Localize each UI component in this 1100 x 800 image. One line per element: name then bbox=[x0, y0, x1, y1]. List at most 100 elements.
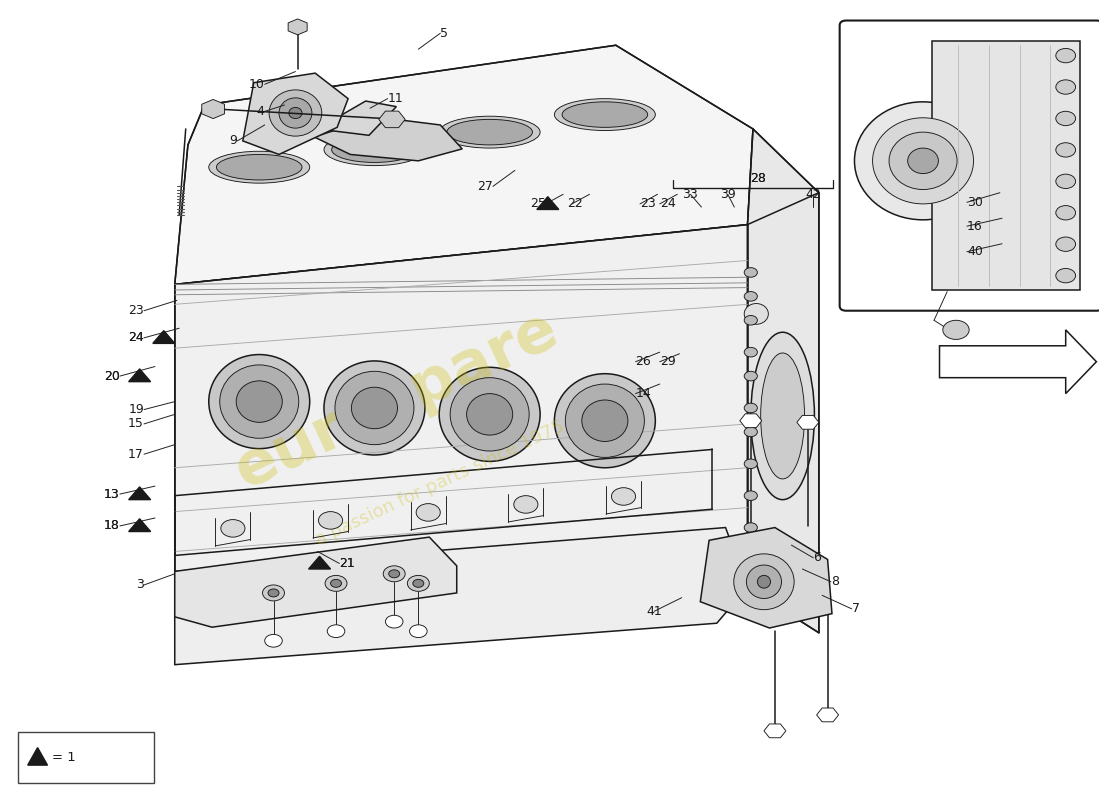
Ellipse shape bbox=[220, 365, 299, 438]
Circle shape bbox=[1056, 142, 1076, 157]
Ellipse shape bbox=[332, 137, 417, 162]
Ellipse shape bbox=[758, 575, 770, 588]
Ellipse shape bbox=[279, 98, 312, 128]
Text: 29: 29 bbox=[660, 355, 675, 368]
Circle shape bbox=[385, 615, 403, 628]
Ellipse shape bbox=[416, 504, 440, 521]
Polygon shape bbox=[764, 724, 785, 738]
Ellipse shape bbox=[554, 98, 656, 130]
Polygon shape bbox=[315, 117, 462, 161]
Text: 18: 18 bbox=[104, 519, 120, 533]
Ellipse shape bbox=[217, 154, 302, 180]
Circle shape bbox=[745, 522, 758, 532]
Circle shape bbox=[268, 589, 279, 597]
Polygon shape bbox=[740, 414, 762, 428]
Ellipse shape bbox=[447, 119, 532, 145]
Ellipse shape bbox=[466, 394, 513, 435]
Polygon shape bbox=[932, 42, 1080, 290]
Polygon shape bbox=[129, 487, 151, 500]
Circle shape bbox=[1056, 80, 1076, 94]
Text: 14: 14 bbox=[636, 387, 651, 400]
Ellipse shape bbox=[745, 303, 768, 324]
Text: 5: 5 bbox=[440, 26, 449, 40]
Circle shape bbox=[745, 268, 758, 278]
Text: a passion for parts since 1975: a passion for parts since 1975 bbox=[312, 418, 568, 550]
Ellipse shape bbox=[289, 107, 302, 118]
Polygon shape bbox=[939, 330, 1097, 394]
Text: 11: 11 bbox=[387, 92, 404, 105]
Text: 6: 6 bbox=[813, 551, 822, 564]
Polygon shape bbox=[309, 556, 331, 569]
Ellipse shape bbox=[612, 488, 636, 506]
Polygon shape bbox=[701, 527, 832, 628]
Text: 15: 15 bbox=[129, 418, 144, 430]
Polygon shape bbox=[175, 527, 748, 665]
Text: 25: 25 bbox=[530, 198, 546, 210]
Circle shape bbox=[745, 403, 758, 413]
Circle shape bbox=[745, 347, 758, 357]
Ellipse shape bbox=[324, 134, 425, 166]
Polygon shape bbox=[175, 537, 456, 627]
Polygon shape bbox=[201, 99, 224, 118]
Ellipse shape bbox=[351, 387, 397, 429]
Text: 21: 21 bbox=[339, 557, 355, 570]
Polygon shape bbox=[748, 129, 818, 633]
Polygon shape bbox=[243, 73, 348, 154]
Ellipse shape bbox=[209, 354, 310, 449]
Circle shape bbox=[383, 566, 405, 582]
Ellipse shape bbox=[554, 374, 656, 468]
Text: 22: 22 bbox=[568, 198, 583, 210]
Text: 7: 7 bbox=[851, 602, 860, 615]
Ellipse shape bbox=[334, 371, 414, 445]
Ellipse shape bbox=[582, 400, 628, 442]
Text: 26: 26 bbox=[636, 355, 651, 368]
Text: 18: 18 bbox=[104, 519, 120, 533]
Ellipse shape bbox=[209, 151, 310, 183]
Circle shape bbox=[326, 575, 346, 591]
Circle shape bbox=[745, 291, 758, 301]
Circle shape bbox=[745, 459, 758, 469]
Text: 17: 17 bbox=[129, 448, 144, 461]
Circle shape bbox=[745, 371, 758, 381]
Circle shape bbox=[265, 634, 283, 647]
Polygon shape bbox=[537, 197, 559, 210]
Polygon shape bbox=[153, 330, 175, 343]
Circle shape bbox=[745, 315, 758, 325]
Text: 24: 24 bbox=[660, 198, 675, 210]
Text: 23: 23 bbox=[640, 198, 656, 210]
Text: 24: 24 bbox=[129, 331, 144, 344]
Circle shape bbox=[388, 570, 399, 578]
Circle shape bbox=[1056, 237, 1076, 251]
Polygon shape bbox=[378, 111, 405, 128]
Text: 20: 20 bbox=[104, 370, 120, 382]
Text: 13: 13 bbox=[104, 487, 120, 501]
Circle shape bbox=[1056, 111, 1076, 126]
Ellipse shape bbox=[450, 378, 529, 451]
Text: 9: 9 bbox=[230, 134, 238, 147]
Text: 16: 16 bbox=[967, 220, 982, 233]
Circle shape bbox=[331, 579, 341, 587]
Ellipse shape bbox=[908, 148, 938, 174]
Ellipse shape bbox=[872, 118, 974, 204]
Circle shape bbox=[1056, 269, 1076, 283]
Circle shape bbox=[745, 491, 758, 501]
Text: 13: 13 bbox=[104, 487, 120, 501]
Ellipse shape bbox=[855, 102, 991, 220]
FancyBboxPatch shape bbox=[839, 21, 1100, 310]
Ellipse shape bbox=[562, 102, 648, 127]
Circle shape bbox=[745, 546, 758, 556]
Ellipse shape bbox=[236, 381, 283, 422]
Text: 4: 4 bbox=[256, 105, 265, 118]
Text: 28: 28 bbox=[750, 172, 767, 185]
Text: eurospare: eurospare bbox=[226, 299, 568, 501]
Text: 24: 24 bbox=[129, 331, 144, 344]
Text: 20: 20 bbox=[104, 370, 120, 382]
Circle shape bbox=[409, 625, 427, 638]
Circle shape bbox=[263, 585, 285, 601]
Ellipse shape bbox=[221, 519, 245, 537]
Text: 30: 30 bbox=[967, 196, 982, 209]
Ellipse shape bbox=[514, 496, 538, 514]
Polygon shape bbox=[28, 747, 47, 765]
Text: 8: 8 bbox=[830, 575, 839, 588]
Ellipse shape bbox=[439, 116, 540, 148]
